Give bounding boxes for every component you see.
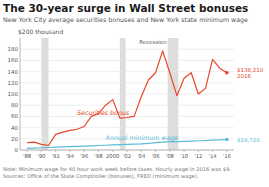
y-tick-label: 20 [11,136,18,142]
grid-line [20,127,234,128]
y-tick-label: 100 [8,91,19,97]
x-tick [41,150,42,152]
y-tick-label: 180 [8,46,19,52]
end-label: $138,2102016 [237,67,264,79]
grid-line [20,60,234,61]
grid-line [20,49,234,50]
y-axis-label: $200 thousand [18,28,63,35]
end-marker [225,138,229,142]
x-tick-label: '10 [180,153,189,159]
grid-line [20,82,234,83]
y-tick-label: 140 [8,69,19,75]
x-tick-label: '88 [23,153,32,159]
y-tick-label: 120 [8,80,19,86]
grid-line [20,94,234,95]
y-tick-label: 80 [11,102,18,108]
chart: The 30-year surge in Wall Street bonuses… [0,0,269,187]
series-label: Securities bonus [77,109,130,116]
x-tick [127,150,128,152]
y-tick-label: 60 [11,113,18,119]
y-tick-label: 40 [11,125,18,131]
y-tick-label: 160 [8,57,19,63]
x-tick [55,150,56,152]
x-tick-label: '90 [37,153,46,159]
x-tick [198,150,199,152]
end-marker [225,71,229,75]
x-tick-label: 2000 [106,153,120,159]
end-label: $18,720 [237,137,260,143]
title: The 30-year surge in Wall Street bonuses [3,2,248,14]
x-tick [226,150,227,152]
y-tick-label: 0 [15,147,19,153]
x-tick [155,150,156,152]
x-tick-label: '02 [123,153,131,159]
subtitle: New York City average securities bonuses… [3,16,248,24]
x-tick [212,150,213,152]
x-tick-label: '06 [151,153,160,159]
x-tick [84,150,85,152]
note: Note: Minimum wage for 40 hour work week… [3,166,231,180]
grid-line [20,105,234,106]
x-tick-label: '08 [166,153,175,159]
recession-label: Recession [139,39,167,45]
x-tick [27,150,28,152]
x-tick [184,150,185,152]
x-tick-label: '04 [137,153,146,159]
x-tick [69,150,70,152]
y-axis-line [20,38,21,150]
x-tick-label: '98 [94,153,103,159]
x-tick-label: '92 [52,153,60,159]
x-tick-label: '94 [66,153,75,159]
x-tick [169,150,170,152]
x-tick [98,150,99,152]
series-label: Annual minimum wage [105,134,179,142]
grid-line [20,71,234,72]
x-tick [141,150,142,152]
x-tick-label: '16 [223,153,232,159]
x-tick-label: '12 [194,153,202,159]
series-line [27,51,227,146]
x-tick-label: '14 [208,153,217,159]
lines [27,51,229,148]
x-tick [112,150,113,152]
x-tick-label: '96 [80,153,89,159]
